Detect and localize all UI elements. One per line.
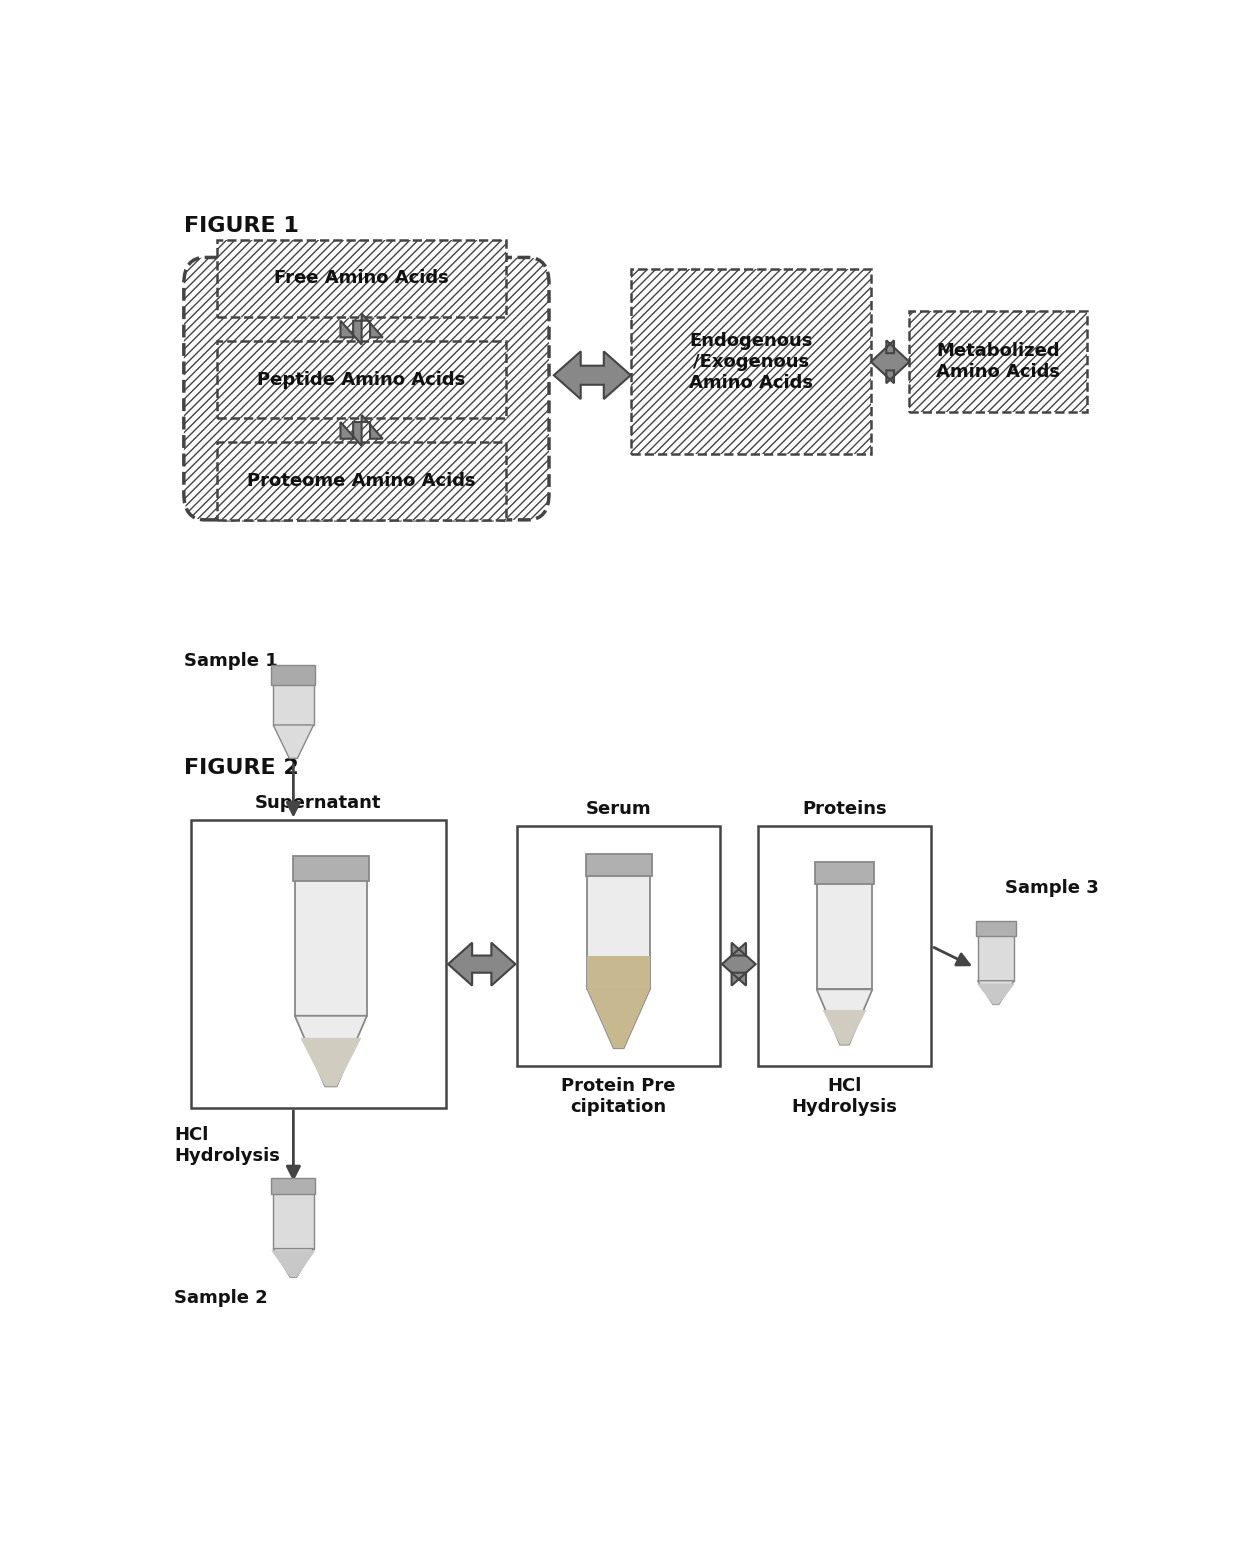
FancyBboxPatch shape (272, 1179, 315, 1194)
Text: FIGURE 1: FIGURE 1 (184, 215, 299, 235)
FancyBboxPatch shape (217, 341, 506, 418)
FancyBboxPatch shape (909, 311, 1087, 412)
Text: Protein Pre
cipitation: Protein Pre cipitation (562, 1077, 676, 1115)
FancyBboxPatch shape (517, 826, 720, 1066)
Polygon shape (273, 725, 314, 759)
Polygon shape (977, 981, 1014, 1004)
FancyBboxPatch shape (273, 1188, 314, 1248)
Polygon shape (448, 943, 516, 985)
FancyBboxPatch shape (977, 931, 1014, 981)
Polygon shape (977, 984, 1014, 1004)
Polygon shape (341, 313, 383, 344)
Text: Sample 3: Sample 3 (1006, 880, 1099, 897)
Polygon shape (588, 990, 650, 1049)
FancyBboxPatch shape (815, 863, 874, 884)
Polygon shape (341, 415, 383, 446)
FancyBboxPatch shape (631, 270, 870, 454)
FancyBboxPatch shape (272, 666, 315, 685)
Text: Sample 2: Sample 2 (174, 1289, 268, 1307)
Text: Proteome Amino Acids: Proteome Amino Acids (247, 472, 476, 489)
Text: Supernatant: Supernatant (255, 795, 382, 812)
Polygon shape (273, 1248, 314, 1278)
FancyBboxPatch shape (217, 443, 506, 520)
Polygon shape (300, 1038, 361, 1086)
Polygon shape (722, 943, 755, 985)
Text: Peptide Amino Acids: Peptide Amino Acids (258, 370, 466, 389)
FancyBboxPatch shape (273, 675, 314, 725)
FancyBboxPatch shape (217, 240, 506, 318)
FancyBboxPatch shape (976, 922, 1016, 936)
Text: HCl
Hydrolysis: HCl Hydrolysis (791, 1077, 898, 1115)
Text: Serum: Serum (585, 799, 651, 818)
FancyBboxPatch shape (191, 821, 446, 1108)
Polygon shape (554, 352, 631, 400)
FancyBboxPatch shape (184, 257, 549, 520)
Text: Metabolized
Amino Acids: Metabolized Amino Acids (936, 342, 1060, 381)
Polygon shape (295, 1016, 367, 1086)
Text: FIGURE 2: FIGURE 2 (184, 759, 299, 779)
Bar (588, 956, 650, 990)
Text: Proteins: Proteins (802, 799, 887, 818)
Polygon shape (817, 990, 873, 1044)
FancyBboxPatch shape (588, 863, 650, 990)
Text: Free Amino Acids: Free Amino Acids (274, 270, 449, 287)
FancyBboxPatch shape (295, 866, 367, 1016)
FancyBboxPatch shape (585, 853, 652, 877)
FancyBboxPatch shape (817, 872, 873, 990)
Text: Endogenous
/Exogenous
Amino Acids: Endogenous /Exogenous Amino Acids (689, 331, 813, 392)
Text: Sample 1: Sample 1 (184, 652, 278, 669)
Polygon shape (822, 1010, 867, 1044)
Text: HCl
Hydrolysis: HCl Hydrolysis (174, 1126, 280, 1165)
Polygon shape (870, 341, 909, 383)
Polygon shape (588, 990, 650, 1049)
FancyBboxPatch shape (758, 826, 931, 1066)
Polygon shape (272, 1250, 315, 1278)
FancyBboxPatch shape (293, 857, 368, 881)
